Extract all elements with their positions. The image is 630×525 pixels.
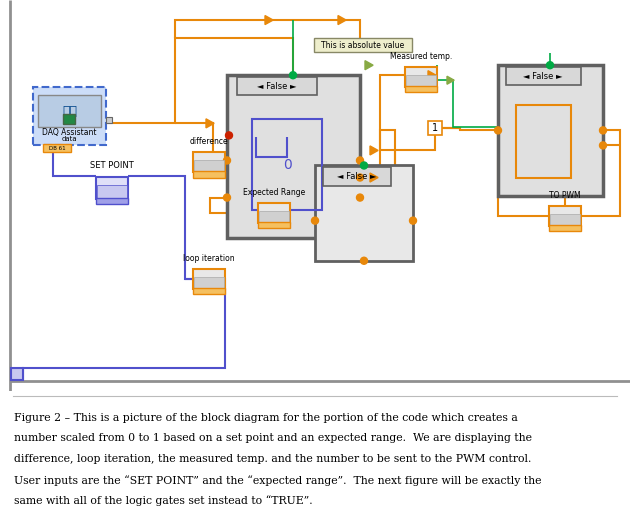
Bar: [96, 197, 128, 204]
Polygon shape: [206, 119, 214, 128]
Text: ∿∿: ∿∿: [62, 105, 77, 118]
Bar: [237, 77, 317, 95]
Bar: [106, 118, 112, 123]
Bar: [43, 144, 71, 152]
Bar: [194, 161, 224, 172]
Bar: [194, 277, 224, 288]
Text: Expected Range: Expected Range: [243, 187, 305, 196]
Circle shape: [495, 127, 501, 134]
Polygon shape: [428, 71, 436, 80]
Circle shape: [410, 217, 416, 224]
Bar: [193, 288, 225, 294]
Bar: [38, 95, 101, 128]
Bar: [549, 206, 581, 226]
Circle shape: [357, 174, 364, 181]
Bar: [406, 75, 436, 86]
Circle shape: [600, 142, 607, 149]
Text: DAQ Assistant: DAQ Assistant: [42, 128, 97, 137]
Polygon shape: [365, 61, 373, 70]
Text: difference, loop iteration, the measured temp. and the number to be sent to the : difference, loop iteration, the measured…: [14, 454, 531, 464]
Circle shape: [357, 157, 364, 164]
Bar: [259, 211, 289, 222]
Bar: [97, 185, 127, 197]
Bar: [323, 167, 391, 185]
Text: data: data: [62, 136, 77, 142]
Bar: [11, 368, 23, 380]
Text: loop iteration: loop iteration: [183, 254, 235, 262]
Text: DB 61: DB 61: [49, 146, 66, 151]
Text: 1: 1: [432, 123, 438, 133]
Text: Figure 2 – This is a picture of the block diagram for the portion of the code wh: Figure 2 – This is a picture of the bloc…: [14, 413, 518, 423]
Circle shape: [311, 217, 319, 224]
Text: User inputs are the “SET POINT” and the “expected range”.  The next figure will : User inputs are the “SET POINT” and the …: [14, 475, 541, 486]
Text: TO PWM: TO PWM: [549, 191, 581, 200]
Bar: [549, 225, 581, 230]
Polygon shape: [370, 173, 378, 182]
Text: ◄ False ►: ◄ False ►: [257, 82, 297, 91]
Text: number scaled from 0 to 1 based on a set point and an expected range.  We are di: number scaled from 0 to 1 based on a set…: [14, 433, 532, 443]
Bar: [516, 106, 571, 177]
Text: same with all of the logic gates set instead to “TRUE”.: same with all of the logic gates set ins…: [14, 496, 312, 506]
Bar: [258, 222, 290, 228]
Bar: [193, 172, 225, 177]
Text: ◄ False ►: ◄ False ►: [524, 72, 563, 81]
Circle shape: [224, 157, 231, 164]
Circle shape: [546, 61, 554, 69]
Text: ◄ False ►: ◄ False ►: [337, 172, 377, 181]
Circle shape: [290, 72, 297, 79]
Circle shape: [360, 162, 367, 169]
Circle shape: [224, 194, 231, 201]
Bar: [550, 214, 580, 225]
Polygon shape: [370, 146, 378, 155]
Text: This is absolute value: This is absolute value: [321, 40, 404, 50]
Polygon shape: [265, 16, 273, 25]
Circle shape: [357, 194, 364, 201]
Polygon shape: [447, 76, 454, 84]
Bar: [405, 67, 437, 87]
Bar: [96, 176, 128, 198]
Bar: [193, 152, 225, 173]
Bar: [498, 65, 603, 196]
Circle shape: [226, 132, 232, 139]
Text: 0: 0: [283, 159, 291, 173]
Bar: [33, 87, 106, 145]
Bar: [258, 203, 290, 223]
Text: difference: difference: [190, 138, 228, 146]
Bar: [252, 119, 322, 209]
Bar: [315, 165, 413, 261]
Bar: [506, 67, 581, 85]
Bar: [405, 86, 437, 92]
Bar: [63, 114, 75, 124]
Polygon shape: [338, 16, 346, 25]
Bar: [314, 38, 412, 52]
Bar: [193, 269, 225, 289]
Circle shape: [360, 257, 367, 264]
Circle shape: [600, 127, 607, 134]
Bar: [428, 121, 442, 135]
Text: SET POINT: SET POINT: [90, 162, 134, 171]
Bar: [227, 75, 360, 238]
Text: Measured temp.: Measured temp.: [390, 52, 452, 61]
